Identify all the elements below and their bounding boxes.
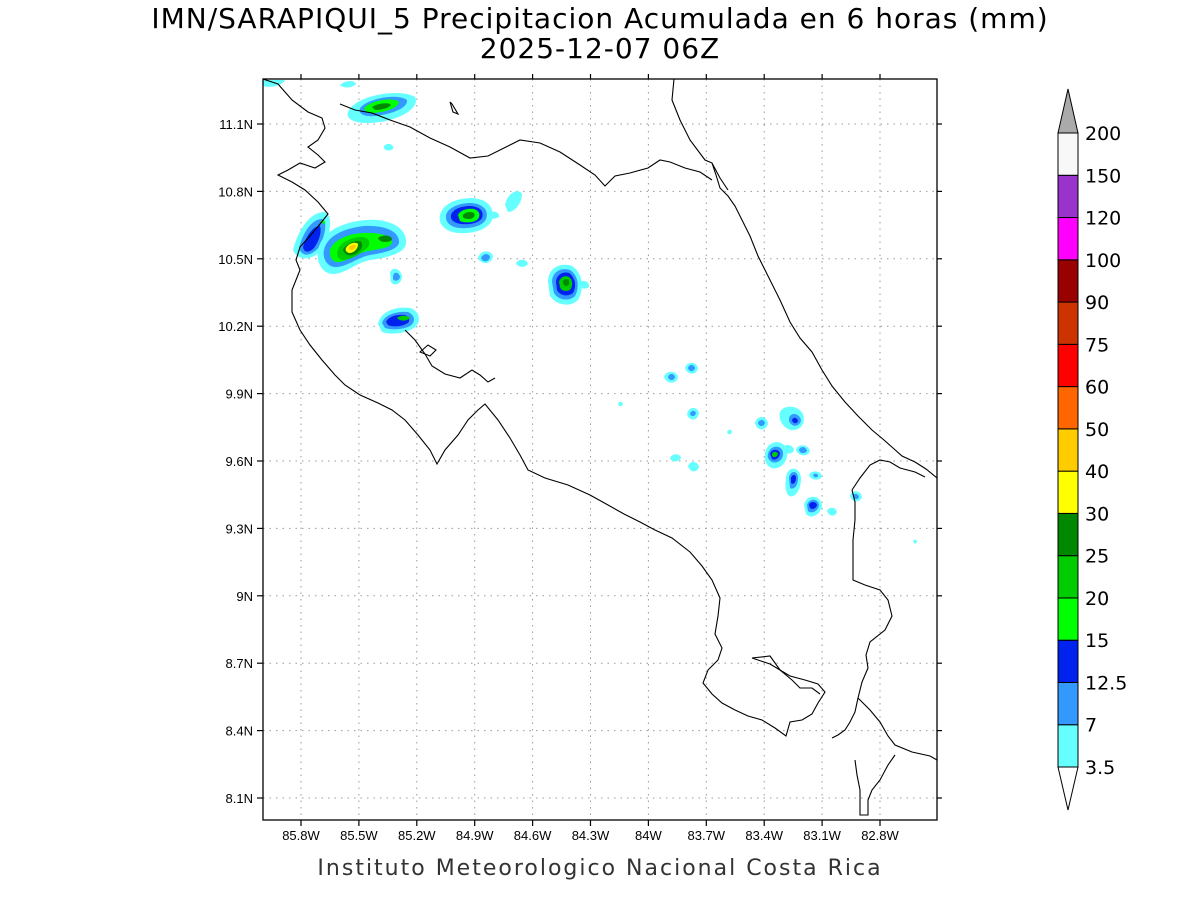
colorbar-label: 15 xyxy=(1085,630,1109,652)
colorbar-swatch xyxy=(1057,681,1079,726)
x-tick-label: 83.1W xyxy=(803,828,841,843)
pacific-coast-nicoya xyxy=(263,79,826,737)
burica-peninsula xyxy=(854,754,896,816)
colorbar-swatch xyxy=(1057,174,1079,219)
x-tick-label: 85.8W xyxy=(282,828,320,843)
colorbar-label: 40 xyxy=(1085,461,1109,483)
precipitation-field xyxy=(263,80,917,544)
x-tick-label: 84.3W xyxy=(572,828,610,843)
colorbar-label: 25 xyxy=(1085,546,1109,568)
colorbar-swatch xyxy=(1057,217,1079,261)
colorbar-swatch xyxy=(1057,597,1079,641)
colorbar-label: 100 xyxy=(1085,250,1121,272)
colorbar: 3.5 7 12.5 15 20 25 30 40 50 60 75 90 100 120 150 200 xyxy=(1057,88,1127,811)
colorbar-label: 50 xyxy=(1085,419,1109,441)
rain-cell xyxy=(548,264,590,305)
y-tick-label: 9.3N xyxy=(226,521,253,536)
rain-cell xyxy=(347,93,416,123)
axis-ticks: 85.8W 85.5W 85.2W 84.9W 84.6W 84.3W 84W 83.7W 83… xyxy=(218,74,942,843)
rain-cell xyxy=(764,442,788,469)
colorbar-label: 120 xyxy=(1085,208,1121,230)
colorbar-swatch xyxy=(1057,259,1079,303)
y-tick-label: 9.6N xyxy=(226,454,253,469)
colorbar-label: 30 xyxy=(1085,503,1109,525)
x-tick-label: 83.7W xyxy=(688,828,726,843)
colorbar-label: 3.5 xyxy=(1085,757,1115,779)
colorbar-label: 60 xyxy=(1085,377,1109,399)
x-tick-label: 84W xyxy=(635,828,662,843)
panama-pacific-coast xyxy=(857,697,937,761)
x-tick-label: 84.9W xyxy=(456,828,494,843)
colorbar-label: 20 xyxy=(1085,588,1109,610)
rain-cell xyxy=(439,198,493,234)
map-title: IMN/SARAPIQUI_5 Precipitacion Acumulada … xyxy=(151,2,1049,35)
colorbar-under-arrow xyxy=(1057,766,1079,811)
y-tick-label: 10.2N xyxy=(218,319,253,334)
colorbar-label: 200 xyxy=(1085,123,1121,145)
x-tick-label: 83.4W xyxy=(745,828,783,843)
colorbar-swatch xyxy=(1057,724,1079,768)
nicaragua-costa-rica-border xyxy=(339,103,713,187)
x-tick-label: 84.6W xyxy=(514,828,552,843)
colorbar-swatch xyxy=(1057,512,1079,557)
colorbar-swatch xyxy=(1057,386,1079,430)
y-tick-label: 10.8N xyxy=(218,184,253,199)
footer-credit: Instituto Meteorologico Nacional Costa R… xyxy=(317,856,883,881)
colorbar-label: 75 xyxy=(1085,334,1109,356)
colorbar-swatch xyxy=(1057,470,1079,514)
x-tick-label: 82.8W xyxy=(861,828,899,843)
colorbar-label: 90 xyxy=(1085,292,1109,314)
y-tick-label: 9.9N xyxy=(226,387,253,402)
rain-cell xyxy=(317,219,407,275)
y-tick-label: 8.4N xyxy=(226,724,253,739)
lat-lon-grid xyxy=(263,79,937,820)
colorbar-swatch xyxy=(1057,343,1079,388)
gulf-of-nicoya xyxy=(404,329,496,383)
plot-frame xyxy=(262,78,938,821)
y-tick-label: 9N xyxy=(236,589,253,604)
x-tick-label: 85.2W xyxy=(398,828,436,843)
map-valid-time: 2025-12-07 06Z xyxy=(479,32,721,65)
colorbar-swatch xyxy=(1057,639,1079,683)
colorbar-swatch xyxy=(1057,428,1079,472)
x-tick-label: 85.5W xyxy=(340,828,378,843)
lake-island xyxy=(418,344,437,357)
caribbean-coast xyxy=(711,162,937,479)
osa-peninsula xyxy=(751,655,821,695)
colorbar-label: 7 xyxy=(1085,715,1097,737)
island xyxy=(449,101,460,116)
colorbar-label: 12.5 xyxy=(1085,672,1127,694)
costa-rica-panama-border xyxy=(831,489,893,739)
panama-caribbean-coast xyxy=(851,459,926,491)
y-tick-label: 11.1N xyxy=(219,117,253,132)
colorbar-swatch xyxy=(1057,301,1079,345)
colorbar-swatch xyxy=(1057,132,1079,176)
rain-cell xyxy=(378,307,419,334)
colorbar-over-arrow xyxy=(1057,88,1079,134)
y-tick-label: 10.5N xyxy=(218,252,253,267)
coastlines-and-borders xyxy=(263,79,937,816)
nicaragua-coast xyxy=(671,79,729,191)
y-tick-label: 8.7N xyxy=(226,656,253,671)
y-tick-label: 8.1N xyxy=(226,791,253,806)
colorbar-label: 150 xyxy=(1085,165,1121,187)
colorbar-swatch xyxy=(1057,555,1079,599)
